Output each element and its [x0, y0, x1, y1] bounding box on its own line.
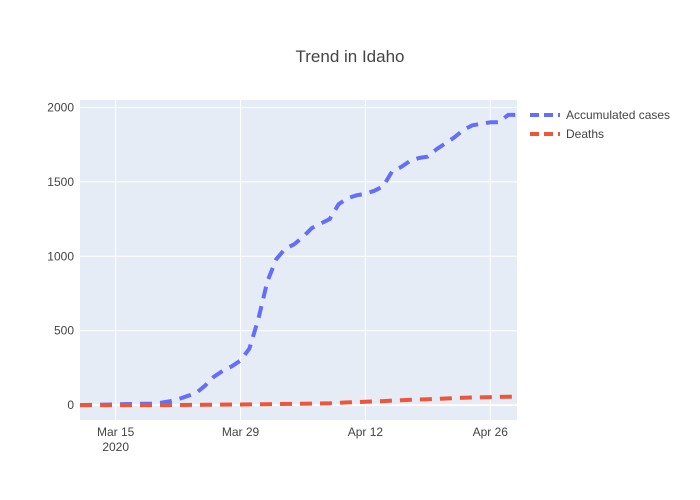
legend-label: Accumulated cases	[566, 108, 670, 122]
x-tick-label: Mar 29	[222, 425, 260, 439]
plot-area	[80, 100, 517, 420]
y-tick-label: 1500	[47, 175, 74, 189]
y-tick-label: 500	[54, 324, 74, 338]
y-tick-label: 1000	[47, 249, 74, 263]
series-line-accumulated-cases	[80, 112, 517, 408]
x-tick-sublabel: 2020	[102, 440, 129, 454]
x-tick-label: Apr 12	[348, 425, 384, 439]
y-tick-label: 2000	[47, 100, 74, 114]
legend-item[interactable]: Accumulated cases	[530, 108, 670, 122]
x-tick-label: Mar 15	[97, 425, 135, 439]
chart-title: Trend in Idaho	[296, 47, 405, 66]
y-tick-label: 0	[67, 398, 74, 412]
legend-label: Deaths	[566, 127, 604, 141]
x-tick-label: Apr 26	[473, 425, 509, 439]
legend-item[interactable]: Deaths	[530, 127, 604, 141]
series-line-deaths	[80, 394, 517, 408]
